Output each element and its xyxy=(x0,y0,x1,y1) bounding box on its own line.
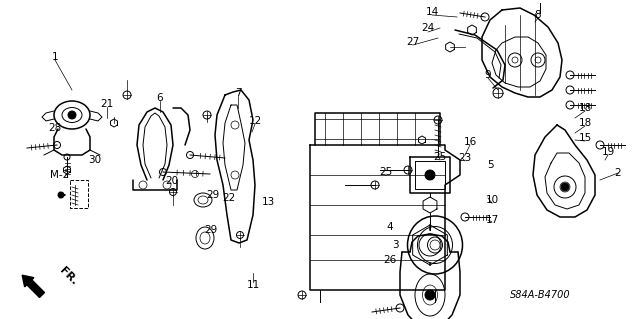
Text: 17: 17 xyxy=(485,215,499,225)
Text: 10: 10 xyxy=(485,195,499,205)
Circle shape xyxy=(68,111,76,119)
Text: 12: 12 xyxy=(248,116,262,126)
Text: 2: 2 xyxy=(614,168,621,178)
Text: 18: 18 xyxy=(579,118,591,128)
Text: 13: 13 xyxy=(261,197,275,207)
Text: 7: 7 xyxy=(235,88,241,98)
Text: 16: 16 xyxy=(463,137,477,147)
Text: 14: 14 xyxy=(426,7,438,17)
Text: 6: 6 xyxy=(157,93,163,103)
Circle shape xyxy=(425,290,435,300)
Text: FR.: FR. xyxy=(58,265,79,287)
Text: 25: 25 xyxy=(433,152,447,162)
Circle shape xyxy=(58,192,64,198)
Text: 1: 1 xyxy=(52,52,58,62)
Text: 26: 26 xyxy=(383,255,397,265)
Text: 20: 20 xyxy=(165,176,179,186)
Text: 9: 9 xyxy=(484,70,492,80)
Text: 3: 3 xyxy=(392,240,398,250)
Text: 29: 29 xyxy=(206,190,220,200)
Text: 23: 23 xyxy=(458,153,472,163)
Text: 4: 4 xyxy=(387,222,394,232)
Text: 27: 27 xyxy=(406,37,420,47)
Circle shape xyxy=(425,170,435,180)
Circle shape xyxy=(561,183,569,191)
Text: 18: 18 xyxy=(579,103,591,113)
Text: 19: 19 xyxy=(602,147,614,157)
Text: 5: 5 xyxy=(486,160,493,170)
Text: 11: 11 xyxy=(246,280,260,290)
Text: 25: 25 xyxy=(380,167,392,177)
Text: 21: 21 xyxy=(100,99,114,109)
Text: S84A-B4700: S84A-B4700 xyxy=(509,290,570,300)
Text: 28: 28 xyxy=(49,123,61,133)
Text: 29: 29 xyxy=(204,225,218,235)
Text: M-2: M-2 xyxy=(51,170,70,180)
Text: 8: 8 xyxy=(534,10,541,20)
Text: 15: 15 xyxy=(579,133,591,143)
Text: 24: 24 xyxy=(421,23,435,33)
FancyArrow shape xyxy=(22,275,44,298)
Text: 22: 22 xyxy=(222,193,236,203)
Text: 30: 30 xyxy=(88,155,102,165)
